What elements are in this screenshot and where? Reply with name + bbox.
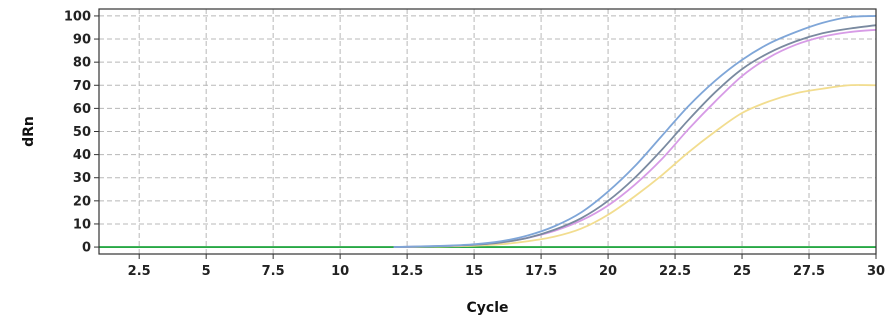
x-tick-label: 22.5 bbox=[659, 264, 691, 279]
series-line-1 bbox=[393, 15, 877, 248]
x-axis: 2.5 5 7.5 10 12.5 15 17.5 20 22.5 25 27.5 30 bbox=[128, 254, 885, 279]
y-axis: 0 10 20 30 40 50 60 70 80 90 100 bbox=[64, 9, 99, 256]
x-tick-label: 7.5 bbox=[262, 264, 285, 279]
y-tick-label: 50 bbox=[73, 125, 91, 140]
x-tick-label: 25 bbox=[733, 264, 751, 279]
y-tick-label: 40 bbox=[73, 148, 91, 163]
x-tick-label: 15 bbox=[465, 264, 483, 279]
y-tick-label: 10 bbox=[73, 217, 91, 232]
y-tick-label: 90 bbox=[73, 33, 91, 48]
y-tick-label: 0 bbox=[82, 241, 91, 256]
x-axis-title: Cycle bbox=[467, 300, 509, 316]
x-tick-label: 5 bbox=[202, 264, 211, 279]
x-tick-label: 17.5 bbox=[525, 264, 557, 279]
x-tick-label: 2.5 bbox=[128, 264, 151, 279]
x-tick-label: 20 bbox=[599, 264, 617, 279]
series-lines bbox=[393, 15, 877, 248]
x-tick-label: 12.5 bbox=[391, 264, 423, 279]
y-tick-label: 80 bbox=[73, 56, 91, 71]
x-tick-label: 10 bbox=[331, 264, 349, 279]
y-tick-label: 100 bbox=[64, 9, 91, 24]
x-tick-label: 30 bbox=[867, 264, 885, 279]
y-axis-title: dRn bbox=[21, 116, 37, 147]
y-tick-label: 60 bbox=[73, 102, 91, 117]
grid-lines bbox=[99, 9, 876, 254]
y-tick-label: 20 bbox=[73, 194, 91, 209]
y-tick-label: 30 bbox=[73, 171, 91, 186]
x-tick-label: 27.5 bbox=[793, 264, 825, 279]
series-line-4 bbox=[393, 84, 877, 248]
y-tick-label: 70 bbox=[73, 79, 91, 94]
